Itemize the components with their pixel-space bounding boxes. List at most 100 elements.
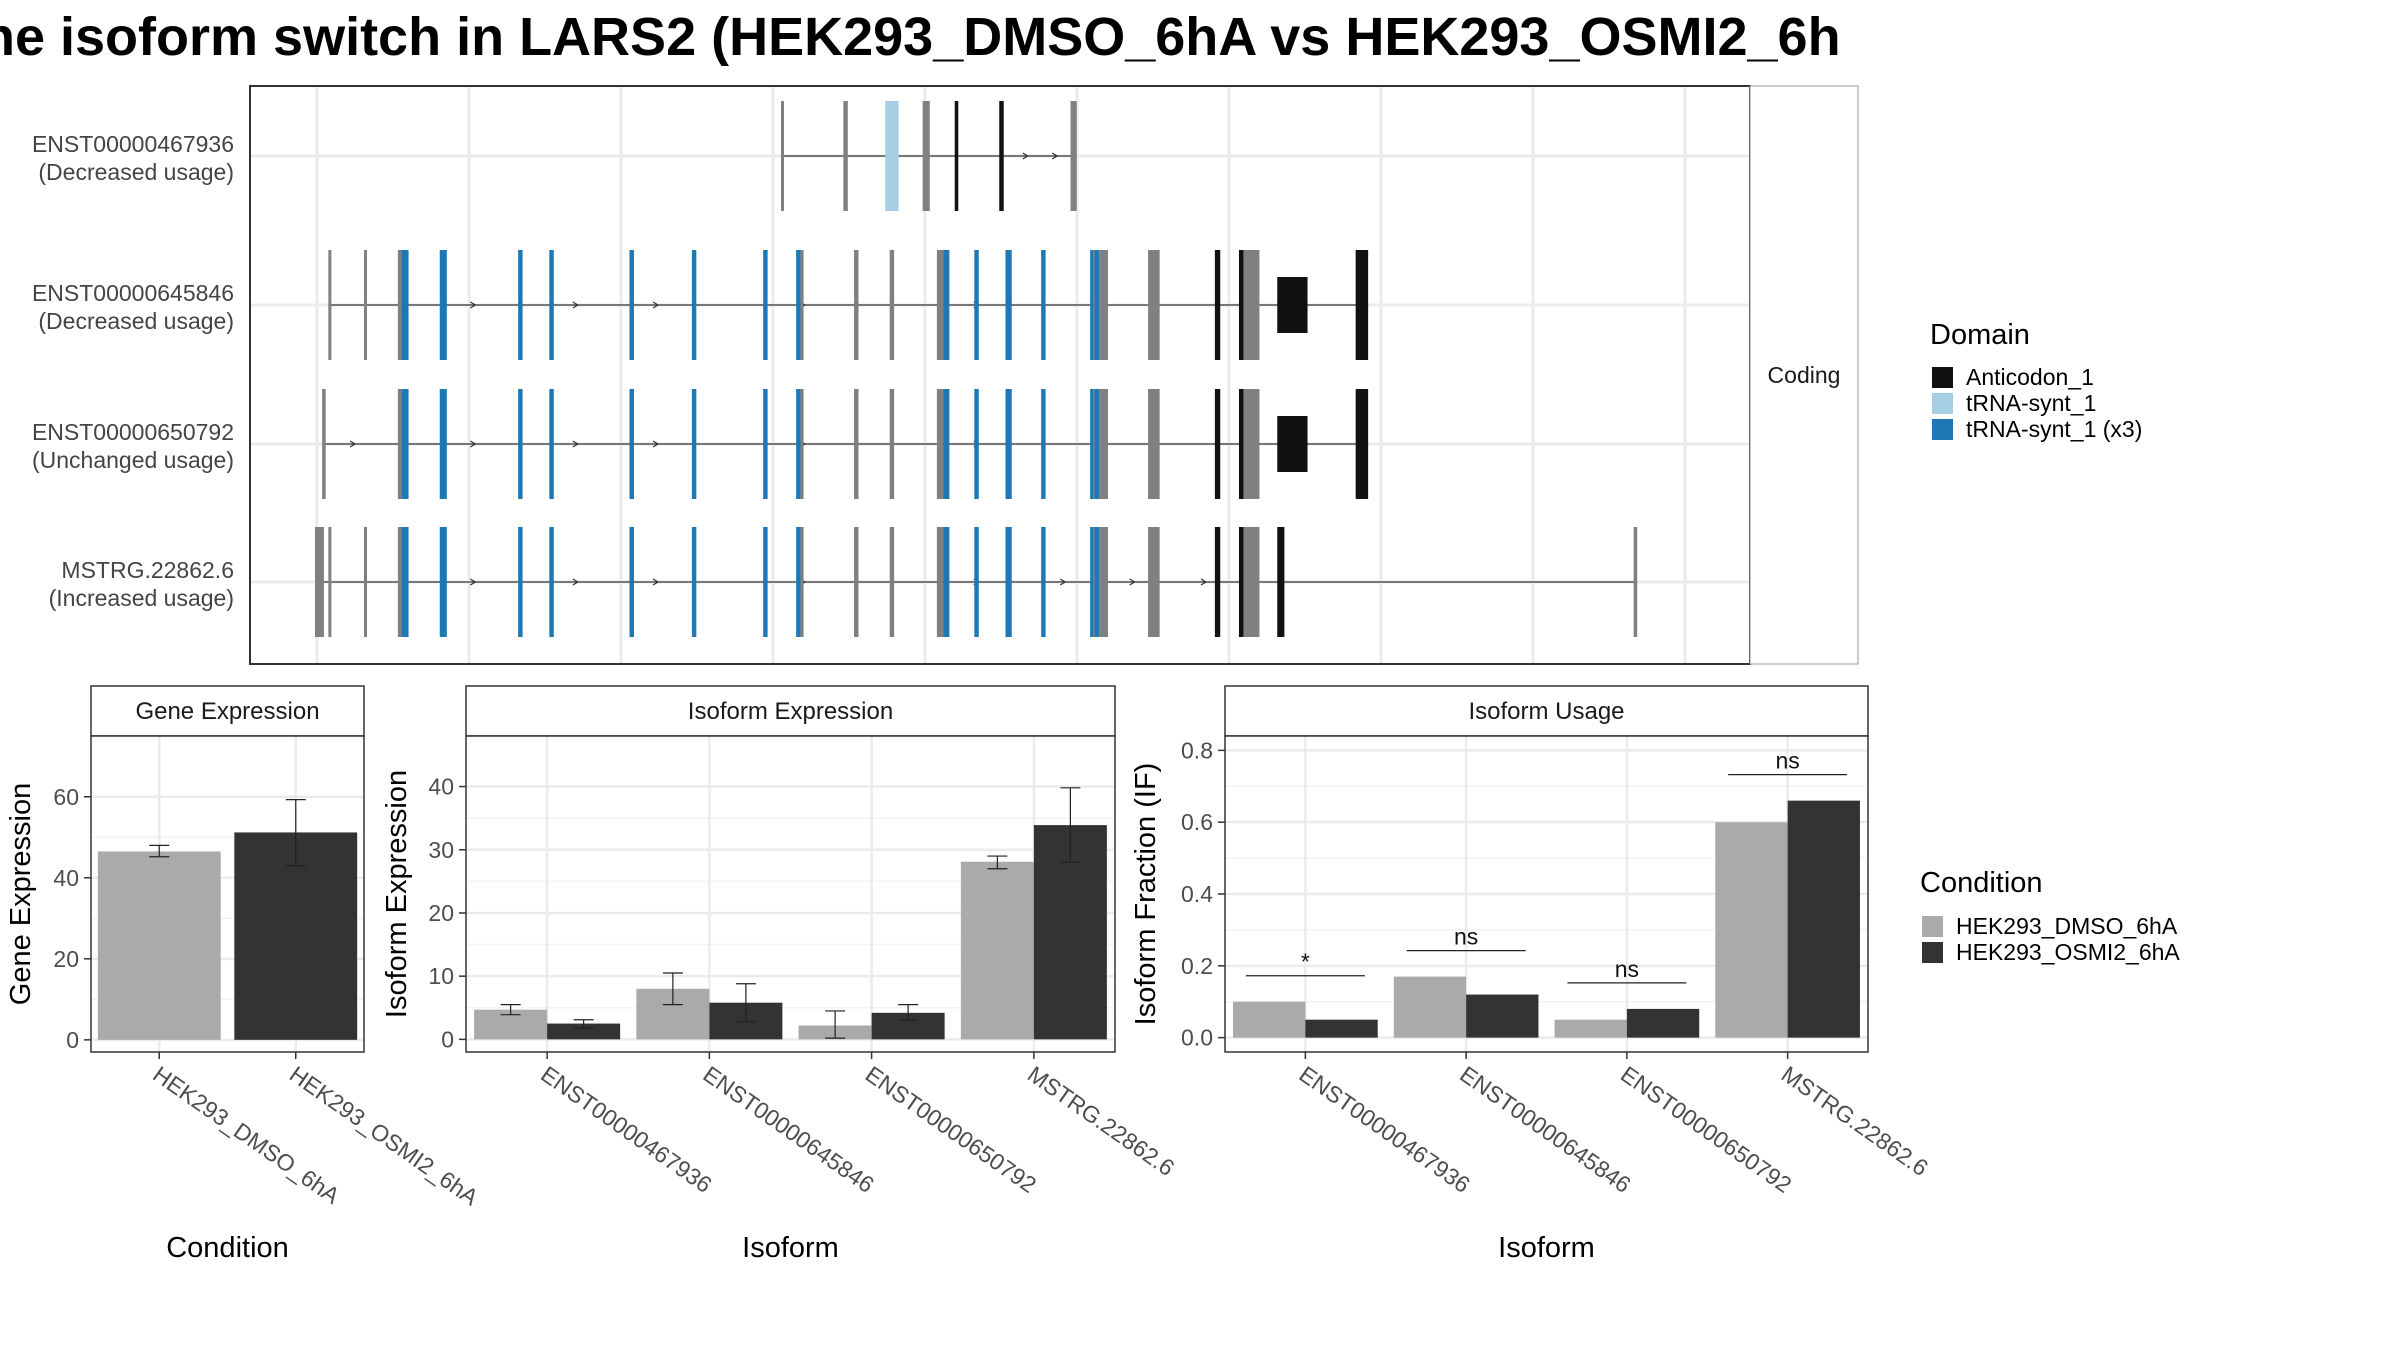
x-tick-label: ENST00000467936	[536, 1061, 716, 1198]
exon	[974, 389, 979, 499]
exon	[854, 389, 859, 499]
intron-arrow	[572, 440, 580, 448]
bar	[960, 861, 1034, 1040]
legend-label-trna-synt-1: tRNA-synt_1	[1966, 390, 2096, 416]
exon	[1277, 277, 1308, 333]
significance-label: ns	[1454, 924, 1478, 950]
intron-arrow	[1059, 578, 1067, 586]
exon	[936, 527, 944, 637]
exon	[518, 527, 523, 637]
y-tick-label: 20	[428, 900, 454, 926]
bar	[1466, 994, 1539, 1038]
exon	[691, 250, 697, 360]
exon	[1243, 389, 1260, 499]
transcript-label: ENST00000645846	[32, 280, 234, 306]
exon	[518, 389, 523, 499]
intron-arrow	[1051, 152, 1059, 160]
panel-strip	[1224, 685, 1869, 737]
domain-legend-title: Domain	[1930, 319, 2030, 351]
exon	[364, 250, 368, 360]
structure-strip	[1749, 85, 1859, 665]
x-axis-title: Condition	[166, 1232, 289, 1264]
exon	[629, 527, 634, 637]
intron-arrow	[572, 578, 580, 586]
exon	[1633, 527, 1638, 637]
isoform-usage-panel: Isoform Usage * ns ns ns 0.0 0.2 0.4 0.6 0.8 ENST0…	[1130, 685, 1933, 1264]
y-tick-label: 0.8	[1181, 737, 1213, 763]
intron-arrow	[652, 301, 660, 309]
exon	[629, 250, 634, 360]
exon	[518, 250, 523, 360]
exon	[401, 389, 409, 499]
exon	[397, 527, 402, 637]
intron-arrow	[349, 440, 357, 448]
y-tick-label: 0.4	[1181, 881, 1213, 907]
legend-label-dmso: HEK293_DMSO_6hA	[1956, 913, 2178, 939]
panel-title: Gene Expression	[135, 698, 319, 725]
y-tick-label: 40	[53, 865, 79, 891]
intron-arrow	[1129, 578, 1136, 586]
x-axis-title: Isoform	[742, 1232, 839, 1264]
bar	[1787, 800, 1860, 1038]
exon	[974, 527, 979, 637]
bar	[1715, 822, 1788, 1038]
transcript-enst00000645846: ENST00000645846(Decreased usage)	[32, 250, 1369, 360]
exon	[1094, 250, 1100, 360]
y-tick-label: 20	[53, 946, 79, 972]
panel-border	[90, 735, 365, 1053]
x-tick-label: MSTRG.22862.6	[1023, 1061, 1179, 1181]
transcript-usage-label: (Decreased usage)	[38, 159, 234, 185]
exon	[1099, 527, 1108, 637]
exon	[796, 250, 801, 360]
y-tick-label: 30	[428, 837, 454, 863]
legend-key-dmso	[1922, 916, 1943, 937]
legend-label-trna-synt-1-x3: tRNA-synt_1 (x3)	[1966, 416, 2142, 442]
y-tick-label: 0.0	[1181, 1025, 1213, 1051]
exon	[1214, 250, 1221, 360]
exon	[439, 527, 447, 637]
exon	[943, 527, 950, 637]
bar	[97, 851, 221, 1040]
intron-arrow	[1022, 152, 1029, 160]
exon	[691, 389, 697, 499]
intron-arrow	[470, 301, 477, 309]
exon	[999, 101, 1004, 211]
exon	[936, 389, 944, 499]
bar	[1626, 1008, 1700, 1038]
exon	[401, 527, 409, 637]
exon	[1005, 250, 1012, 360]
exon	[1214, 389, 1221, 499]
exon	[549, 250, 554, 360]
y-axis-title: Isoform Expression	[381, 770, 413, 1018]
exon	[854, 527, 859, 637]
exon	[1099, 389, 1108, 499]
exon	[1148, 250, 1160, 360]
y-tick-label: 0.6	[1181, 809, 1213, 835]
exon	[1094, 389, 1100, 499]
significance-label: ns	[1775, 748, 1799, 774]
bar	[1554, 1019, 1627, 1038]
exon	[854, 250, 859, 360]
x-tick-label: MSTRG.22862.6	[1777, 1061, 1933, 1181]
intron-arrow	[652, 440, 660, 448]
exon	[843, 101, 848, 211]
exon	[763, 250, 768, 360]
x-tick-label: ENST00000645846	[1455, 1061, 1635, 1198]
exon	[943, 389, 950, 499]
panel-title: Isoform Expression	[688, 698, 893, 725]
exon	[974, 250, 979, 360]
intron-arrow	[572, 301, 580, 309]
transcript-mstrg-22862-6: MSTRG.22862.6(Increased usage)	[49, 527, 1638, 637]
exon	[439, 250, 447, 360]
exon	[780, 101, 784, 211]
legend-label-osmi: HEK293_OSMI2_6hA	[1956, 939, 2180, 965]
transcript-label: ENST00000467936	[32, 131, 234, 157]
exon	[1243, 527, 1260, 637]
exon	[800, 389, 804, 499]
panel-strip	[465, 685, 1116, 737]
exon	[1070, 101, 1077, 211]
transcript-label: ENST00000650792	[32, 419, 234, 445]
figure-title: ne isoform switch in LARS2 (HEK293_DMSO_…	[0, 7, 1841, 67]
exon	[1243, 250, 1260, 360]
